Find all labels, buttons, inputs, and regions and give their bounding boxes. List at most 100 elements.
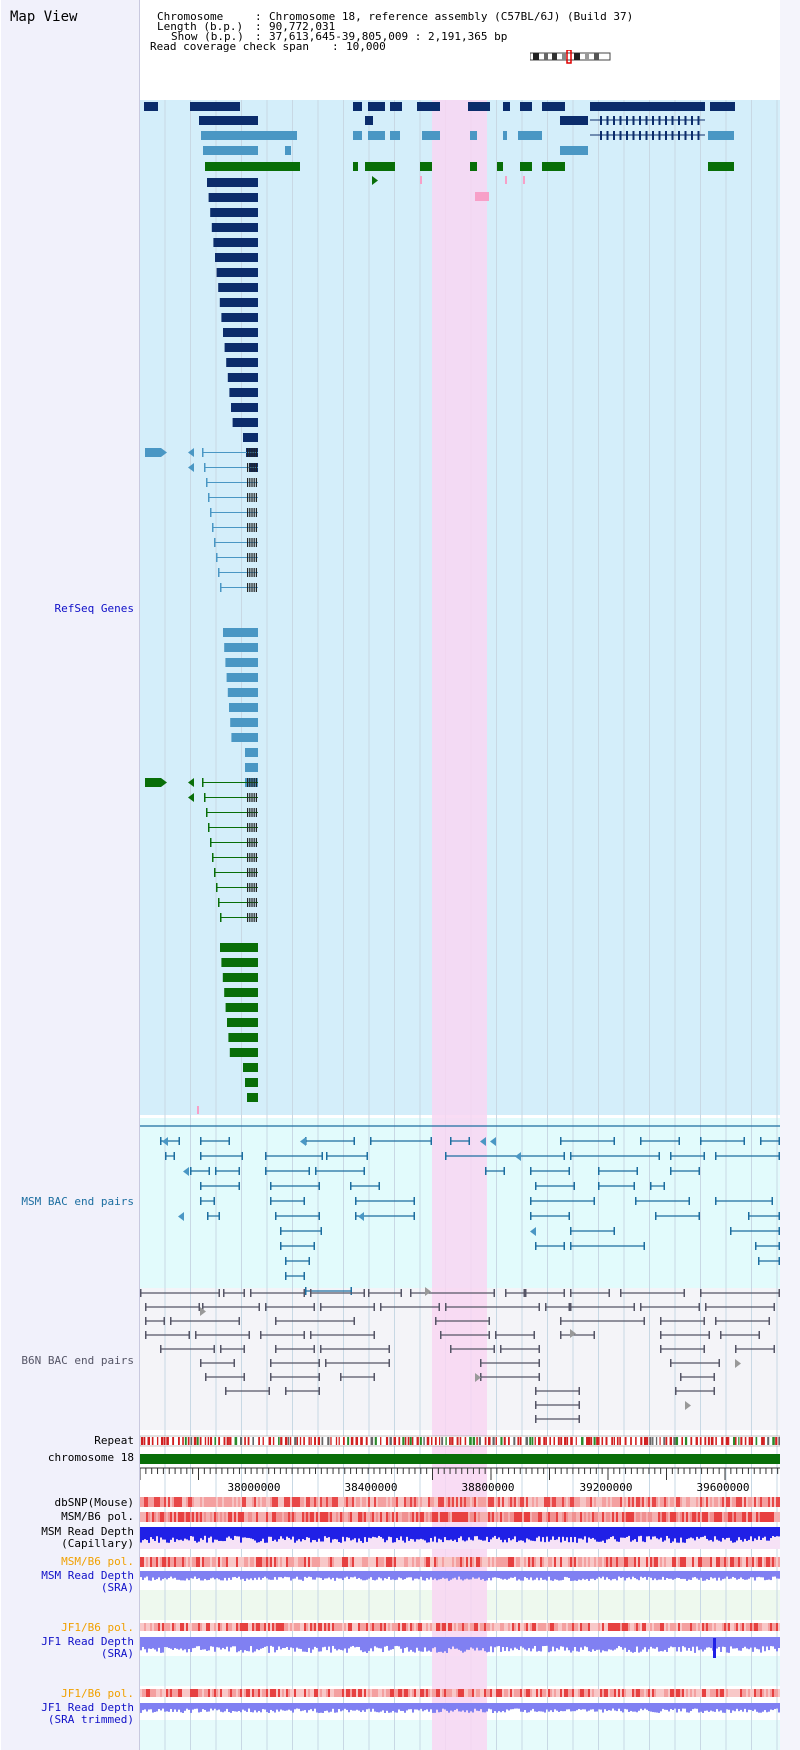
heat-cell xyxy=(638,1689,640,1697)
msm-pair-end xyxy=(535,1242,537,1250)
repeat-element xyxy=(619,1437,621,1445)
gene-exon xyxy=(247,478,249,487)
heat-cell xyxy=(370,1557,372,1567)
heat-cell xyxy=(758,1689,760,1697)
heat-cell xyxy=(332,1623,334,1631)
repeat-element xyxy=(141,1437,144,1445)
depth-bar xyxy=(474,1527,476,1537)
gene-feature-pink xyxy=(505,176,507,184)
heat-cell xyxy=(294,1512,296,1522)
depth-bar xyxy=(146,1637,148,1653)
heat-cell xyxy=(480,1689,482,1697)
heat-cell xyxy=(446,1557,448,1567)
heat-cell xyxy=(346,1557,348,1567)
heat-cell xyxy=(610,1689,612,1697)
depth-bar xyxy=(528,1703,530,1713)
gene-feature xyxy=(224,343,258,352)
heat-cell xyxy=(260,1497,262,1507)
depth-bar xyxy=(578,1703,580,1710)
depth-bar xyxy=(768,1703,770,1712)
gene-feature xyxy=(520,162,532,171)
heat-cell xyxy=(324,1557,326,1567)
heat-cell xyxy=(490,1512,492,1522)
depth-bar xyxy=(726,1571,728,1577)
chromosome-ideogram[interactable] xyxy=(530,50,630,64)
msm-bac-track[interactable] xyxy=(140,1125,780,1295)
track-label-refseq[interactable]: RefSeq Genes xyxy=(54,602,134,615)
heat-cell xyxy=(602,1497,604,1507)
track-label-b6n-bac[interactable]: B6N BAC end pairs xyxy=(21,1354,134,1367)
depth-bar xyxy=(654,1703,656,1713)
depth-bar xyxy=(696,1527,698,1537)
depth-bar xyxy=(648,1637,650,1650)
gene-feature xyxy=(390,131,400,140)
heat-cell xyxy=(650,1623,652,1631)
gene-exon xyxy=(249,448,251,457)
heat-cell xyxy=(598,1497,600,1507)
b6n-bac-track[interactable] xyxy=(140,1287,780,1423)
heat-cell xyxy=(182,1512,184,1522)
depth-bar xyxy=(586,1637,588,1648)
heat-cell xyxy=(178,1623,180,1631)
heat-cell xyxy=(516,1512,518,1522)
depth-bar xyxy=(570,1527,572,1538)
depth-bar xyxy=(538,1571,540,1581)
heat-cell xyxy=(660,1689,662,1697)
heat-cell xyxy=(348,1623,350,1631)
heat-cell xyxy=(306,1557,308,1567)
heat-cell xyxy=(390,1623,392,1631)
depth-bar xyxy=(530,1527,532,1541)
heat-cell xyxy=(764,1689,766,1697)
heat-cell xyxy=(228,1623,230,1631)
heat-cell xyxy=(746,1557,748,1567)
heat-cell xyxy=(154,1623,156,1631)
depth-bar xyxy=(446,1527,448,1541)
gene-exon xyxy=(249,823,251,832)
heat-cell xyxy=(322,1512,324,1522)
depth-bar xyxy=(658,1703,660,1713)
depth-bar xyxy=(518,1637,520,1651)
heat-cell xyxy=(684,1557,686,1567)
msm-pair-end xyxy=(313,1242,315,1250)
heat-cell xyxy=(670,1512,672,1522)
depth-bar xyxy=(764,1571,766,1581)
heat-cell xyxy=(658,1689,660,1697)
depth-bar xyxy=(468,1703,470,1713)
depth-bar xyxy=(584,1637,586,1647)
depth-bar xyxy=(646,1571,648,1580)
heat-cell xyxy=(724,1689,726,1697)
heat-cell xyxy=(518,1512,520,1522)
depth-bar xyxy=(502,1571,504,1580)
depth-bar xyxy=(400,1703,402,1711)
gene-feature xyxy=(245,748,258,757)
heat-cell xyxy=(418,1623,420,1631)
heat-cell xyxy=(222,1512,224,1522)
depth-bar xyxy=(256,1527,258,1543)
heat-cell xyxy=(314,1512,316,1522)
depth-bar xyxy=(632,1703,634,1712)
depth-bar xyxy=(262,1571,264,1579)
b6n-pair-end xyxy=(578,1401,580,1409)
heat-cell xyxy=(204,1512,206,1522)
gene-feature xyxy=(207,178,258,187)
depth-bar xyxy=(218,1571,220,1580)
repeat-element xyxy=(715,1437,717,1445)
gene-exon xyxy=(247,913,249,922)
heat-cell xyxy=(152,1689,154,1697)
heat-cell xyxy=(466,1512,468,1522)
depth-bar xyxy=(222,1637,224,1648)
heat-cell xyxy=(422,1497,424,1507)
track-label-repeat: Repeat xyxy=(94,1434,134,1447)
map-header: Chromosome : Chromosome 18, reference as… xyxy=(140,0,780,100)
genome-track-canvas[interactable]: 38000000 38400000 38800000 39200000 39600000 xyxy=(140,0,780,1750)
depth-bar xyxy=(256,1571,258,1580)
heat-cell xyxy=(640,1497,642,1507)
depth-bar xyxy=(456,1703,458,1709)
heat-cell xyxy=(168,1557,170,1567)
depth-bar xyxy=(554,1571,556,1580)
refseq-gene-track[interactable] xyxy=(144,102,735,1114)
heat-cell xyxy=(764,1512,766,1522)
depth-bar xyxy=(204,1527,206,1536)
track-label-msm-bac[interactable]: MSM BAC end pairs xyxy=(21,1195,134,1208)
heat-cell xyxy=(752,1623,754,1631)
